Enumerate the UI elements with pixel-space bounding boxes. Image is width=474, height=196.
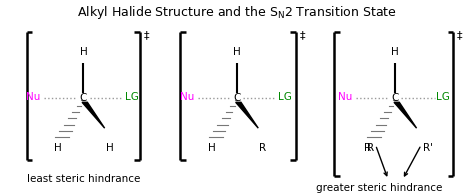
Text: LG: LG — [125, 92, 138, 102]
Text: R: R — [367, 143, 374, 153]
Text: R': R' — [423, 143, 433, 153]
Text: Alkyl Halide Structure and the $\mathdefault{S_N}$2 Transition State: Alkyl Halide Structure and the $\mathdef… — [77, 4, 397, 21]
Text: H: H — [208, 143, 216, 153]
Text: Nu: Nu — [338, 92, 353, 102]
Polygon shape — [82, 102, 105, 128]
Text: least steric hindrance: least steric hindrance — [27, 174, 140, 184]
Text: H: H — [233, 47, 241, 57]
Text: greater steric hindrance: greater steric hindrance — [316, 183, 442, 193]
Text: ‡: ‡ — [300, 30, 305, 40]
Text: C: C — [392, 93, 399, 103]
Text: H: H — [55, 143, 62, 153]
Text: H: H — [392, 47, 399, 57]
Text: C: C — [233, 93, 241, 103]
Text: Nu: Nu — [27, 92, 41, 102]
Text: H: H — [80, 47, 87, 57]
Text: ‡: ‡ — [457, 30, 462, 40]
Text: R: R — [364, 143, 371, 153]
Text: ‡: ‡ — [144, 30, 149, 40]
Text: H: H — [106, 143, 113, 153]
Text: LG: LG — [278, 92, 292, 102]
Text: LG: LG — [437, 92, 450, 102]
Text: Nu: Nu — [180, 92, 194, 102]
Polygon shape — [394, 102, 417, 128]
Polygon shape — [236, 102, 258, 128]
Text: R: R — [259, 143, 266, 153]
Text: C: C — [80, 93, 87, 103]
